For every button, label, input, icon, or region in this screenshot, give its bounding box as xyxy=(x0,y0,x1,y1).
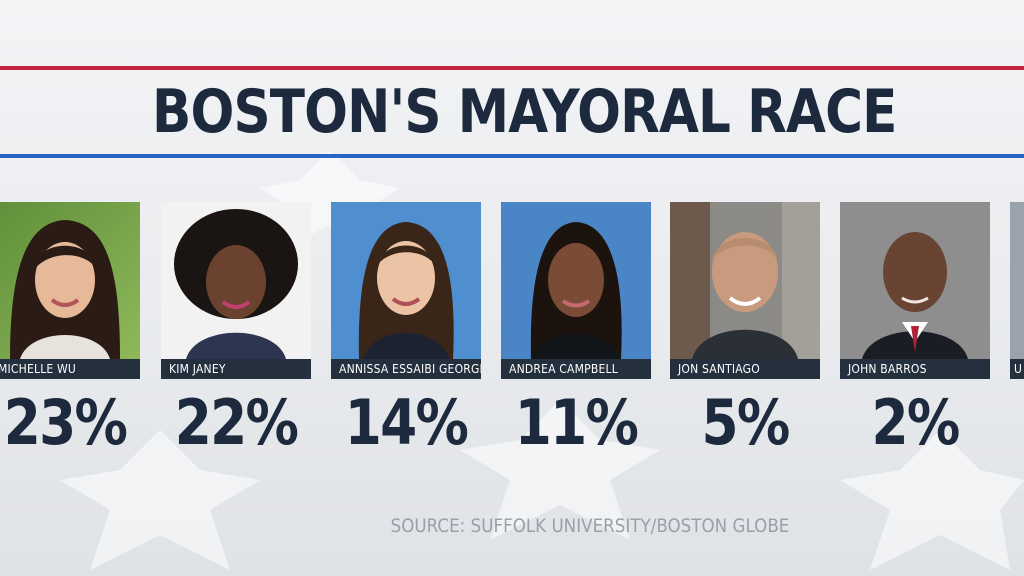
candidate-card-john-barros: JOHN BARROS xyxy=(840,202,990,379)
candidate-photo-john-barros xyxy=(840,202,990,359)
candidate-name-label: JON SANTIAGO xyxy=(670,359,820,379)
poll-percentage-michelle-wu: 23% xyxy=(3,386,128,459)
poll-percentage-andrea-campbell: 11% xyxy=(514,386,639,459)
candidate-name-label: ANDREA CAMPBELL xyxy=(501,359,651,379)
candidate-card-andrea-campbell: ANDREA CAMPBELL xyxy=(501,202,651,379)
candidate-name-label: U xyxy=(1010,359,1024,379)
candidate-card-kim-janey: KIM JANEY xyxy=(161,202,311,379)
source-credit: SOURCE: SUFFOLK UNIVERSITY/BOSTON GLOBE xyxy=(390,515,790,537)
candidate-photo-andrea-campbell xyxy=(501,202,651,359)
candidate-photo-partial xyxy=(1010,202,1024,359)
red-stripe xyxy=(0,66,1024,70)
candidate-photo-kim-janey xyxy=(161,202,311,359)
candidate-photo-michelle-wu xyxy=(0,202,140,359)
candidate-card-michelle-wu: MICHELLE WU xyxy=(0,202,140,379)
candidate-card-partial: U xyxy=(1010,202,1024,379)
poll-percentage-jon-santiago: 5% xyxy=(701,386,790,459)
candidate-photo-jon-santiago xyxy=(670,202,820,359)
candidate-photo-annissa-essaibi-george xyxy=(331,202,481,359)
candidate-name-label: MICHELLE WU xyxy=(0,359,140,379)
candidate-name-label: KIM JANEY xyxy=(161,359,311,379)
candidate-name-label: ANNISSA ESSAIBI GEORGE xyxy=(331,359,481,379)
poll-percentage-annissa-essaibi-george: 14% xyxy=(344,386,469,459)
candidate-name-label: JOHN BARROS xyxy=(840,359,990,379)
poll-percentage-kim-janey: 22% xyxy=(174,386,299,459)
blue-stripe xyxy=(0,154,1024,158)
chart-title: BOSTON'S MAYORAL RACE POLL xyxy=(152,77,902,147)
poll-percentage-john-barros: 2% xyxy=(871,386,960,459)
candidate-card-jon-santiago: JON SANTIAGO xyxy=(670,202,820,379)
candidate-card-annissa-essaibi-george: ANNISSA ESSAIBI GEORGE xyxy=(331,202,481,379)
